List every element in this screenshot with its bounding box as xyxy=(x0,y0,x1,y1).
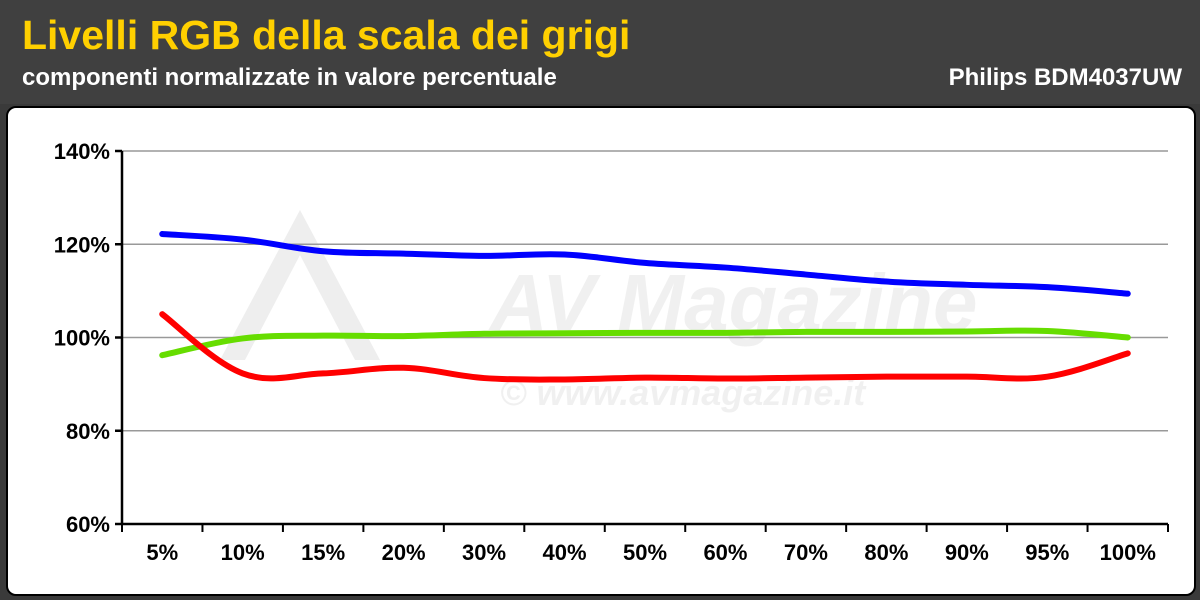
chart-header: Livelli RGB della scala dei grigi compon… xyxy=(0,0,1200,104)
chart-title: Livelli RGB della scala dei grigi xyxy=(22,12,631,58)
y-tick-label: 120% xyxy=(54,232,110,257)
x-tick-label: 30% xyxy=(462,540,506,565)
series-line-0 xyxy=(159,230,1131,297)
x-tick-label: 50% xyxy=(623,540,667,565)
y-tick-label: 80% xyxy=(66,419,110,444)
chart-subtitle: componenti normalizzate in valore percen… xyxy=(22,64,557,91)
y-axis-ticks: 60% 80% 100% 120% 140% xyxy=(54,139,122,537)
x-tick-label: 20% xyxy=(382,540,426,565)
series-line-2 xyxy=(159,311,1131,383)
x-axis-ticks: 5% 10% 15% 20% 30% 40% 50% 60% 70% 80% 90% 95% 100% xyxy=(121,524,1169,565)
x-tick-label: 70% xyxy=(784,540,828,565)
x-tick-label: 80% xyxy=(864,540,908,565)
data-series xyxy=(159,230,1131,383)
y-tick-label: 100% xyxy=(54,326,110,351)
x-tick-label: 90% xyxy=(945,540,989,565)
y-tick-label: 60% xyxy=(66,512,110,537)
watermark-logo: AV Magazine © www.avmagazine.it xyxy=(220,210,978,413)
x-tick-label: 100% xyxy=(1100,540,1156,565)
x-tick-label: 60% xyxy=(703,540,747,565)
y-tick-label: 140% xyxy=(54,139,110,164)
x-tick-label: 15% xyxy=(301,540,345,565)
x-tick-label: 10% xyxy=(221,540,265,565)
series-line-1 xyxy=(159,327,1131,359)
x-tick-label: 95% xyxy=(1025,540,1069,565)
monitor-model: Philips BDM4037UW xyxy=(948,64,1182,91)
x-tick-label: 5% xyxy=(146,540,178,565)
x-tick-label: 40% xyxy=(543,540,587,565)
